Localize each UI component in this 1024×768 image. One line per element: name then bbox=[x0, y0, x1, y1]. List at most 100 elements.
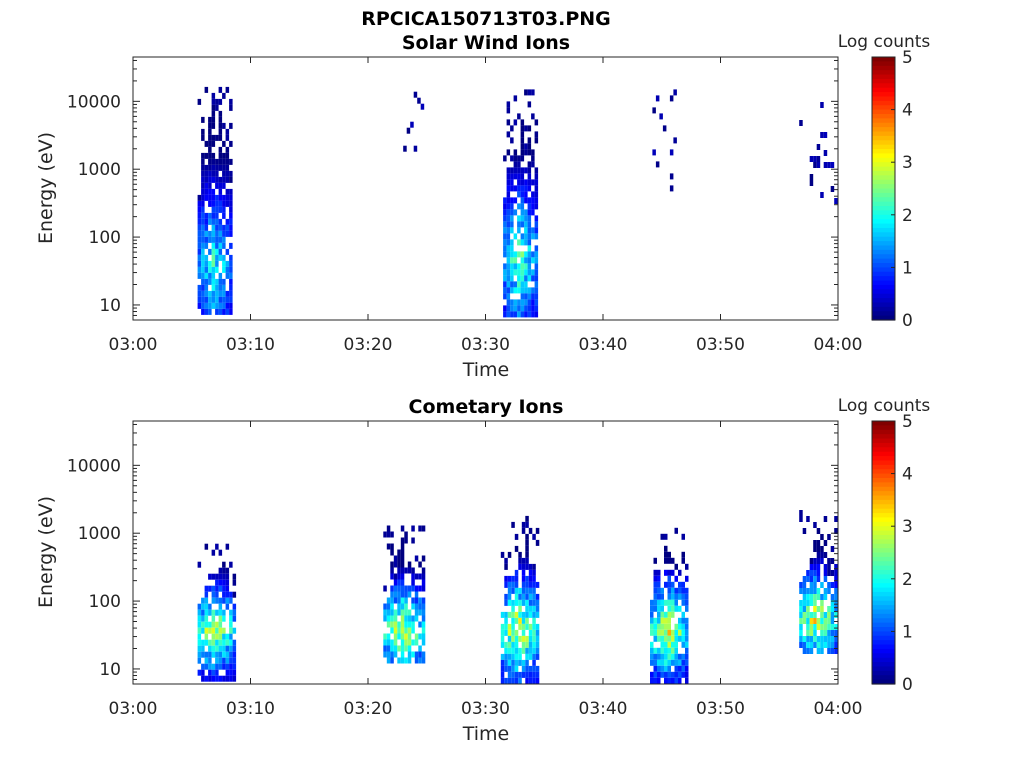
colorbar-segment bbox=[872, 127, 895, 133]
heatmap-cell bbox=[229, 260, 233, 267]
heatmap-cell bbox=[830, 618, 835, 624]
heatmap-cell bbox=[830, 570, 835, 576]
heatmap-cell bbox=[664, 659, 668, 666]
heatmap-cell bbox=[681, 641, 685, 648]
heatmap-cell bbox=[657, 587, 661, 594]
colorbar-segment bbox=[872, 83, 895, 89]
heatmap-cell bbox=[534, 179, 539, 186]
heatmap-cell bbox=[222, 639, 226, 646]
heatmap-cell bbox=[197, 645, 202, 652]
heatmap-cell bbox=[222, 164, 226, 171]
colorbar-segment bbox=[872, 421, 895, 426]
heatmap-cell bbox=[521, 569, 526, 576]
heatmap-cell bbox=[518, 677, 522, 684]
heatmap-cell bbox=[201, 675, 205, 682]
heatmap-cell bbox=[534, 167, 539, 174]
heatmap-cell bbox=[197, 218, 202, 225]
heatmap-cell bbox=[232, 645, 237, 652]
colorbar-segment bbox=[872, 657, 895, 663]
heatmap-cell bbox=[211, 176, 216, 183]
heatmap-cell bbox=[400, 549, 405, 556]
heatmap-cell bbox=[806, 624, 810, 630]
heatmap-cell bbox=[653, 635, 657, 642]
heatmap-cell bbox=[664, 677, 668, 684]
heatmap-cell bbox=[534, 281, 539, 288]
heatmap-cell bbox=[513, 161, 518, 168]
heatmap-cell bbox=[411, 597, 415, 604]
heatmap-cell bbox=[653, 623, 657, 630]
heatmap-cell bbox=[506, 305, 511, 312]
heatmap-cell bbox=[414, 609, 419, 616]
heatmap-cell bbox=[225, 645, 230, 652]
heatmap-cell bbox=[671, 557, 675, 564]
heatmap-cell bbox=[532, 605, 536, 612]
heatmap-cell bbox=[659, 113, 663, 120]
heatmap-cell bbox=[400, 537, 405, 544]
heatmap-cell bbox=[517, 311, 521, 318]
heatmap-cell bbox=[517, 239, 521, 246]
heatmap-cell bbox=[390, 603, 394, 610]
heatmap-cell bbox=[525, 539, 529, 546]
heatmap-cell bbox=[407, 615, 412, 622]
heatmap-cell bbox=[215, 633, 219, 640]
heatmap-cell bbox=[513, 173, 518, 180]
heatmap-cell bbox=[507, 587, 512, 594]
heatmap-cell bbox=[681, 629, 685, 636]
heatmap-cell bbox=[514, 569, 519, 576]
heatmap-cell bbox=[830, 642, 835, 648]
heatmap-cell bbox=[390, 597, 394, 604]
heatmap-cell bbox=[513, 269, 518, 276]
heatmap-cell bbox=[504, 659, 508, 666]
heatmap-cell bbox=[820, 534, 824, 540]
heatmap-cell bbox=[834, 648, 838, 654]
heatmap-cell bbox=[421, 639, 426, 646]
heatmap-cell bbox=[411, 639, 415, 646]
heatmap-cell bbox=[211, 260, 216, 267]
heatmap-cell bbox=[510, 167, 514, 174]
heatmap-cell bbox=[229, 212, 233, 219]
heatmap-cell bbox=[669, 173, 674, 180]
colorbar-segment bbox=[872, 170, 895, 176]
heatmap-cell bbox=[820, 600, 824, 606]
heatmap-cell bbox=[834, 570, 838, 576]
heatmap-cell bbox=[834, 624, 838, 630]
heatmap-cell bbox=[500, 671, 505, 678]
heatmap-cell bbox=[201, 615, 205, 622]
heatmap-cell bbox=[229, 627, 233, 634]
heatmap-cell bbox=[685, 653, 689, 660]
heatmap-cell bbox=[222, 296, 226, 303]
heatmap-cell bbox=[503, 227, 507, 234]
heatmap-cell bbox=[400, 555, 405, 562]
heatmap-cell bbox=[816, 624, 821, 630]
heatmap-cell bbox=[421, 615, 426, 622]
heatmap-cell bbox=[383, 603, 387, 610]
heatmap-cell bbox=[208, 248, 212, 255]
heatmap-cell bbox=[421, 597, 426, 604]
heatmap-cell bbox=[204, 188, 209, 195]
colorbar-segment bbox=[872, 214, 895, 220]
heatmap-cell bbox=[527, 287, 532, 294]
colorbar-segment bbox=[872, 613, 895, 619]
heatmap-cell bbox=[411, 579, 415, 586]
heatmap-cell bbox=[197, 290, 202, 297]
heatmap-cell bbox=[225, 308, 230, 315]
colorbar-segment bbox=[872, 249, 895, 255]
heatmap-cell bbox=[215, 609, 219, 616]
heatmap-cell bbox=[525, 551, 529, 558]
heatmap-cell bbox=[222, 657, 226, 664]
heatmap-cell bbox=[503, 269, 507, 276]
heatmap-cell bbox=[532, 611, 536, 618]
colorbar-segment bbox=[872, 61, 895, 67]
heatmap-cell bbox=[535, 671, 540, 678]
heatmap-cell bbox=[527, 239, 532, 246]
heatmap-cell bbox=[830, 558, 835, 564]
heatmap-cell bbox=[534, 215, 539, 222]
heatmap-cell bbox=[820, 192, 824, 198]
heatmap-cell bbox=[204, 164, 209, 171]
heatmap-cell bbox=[674, 623, 678, 630]
heatmap-cell bbox=[513, 257, 518, 264]
heatmap-cell bbox=[657, 575, 661, 582]
heatmap-cell bbox=[827, 618, 831, 624]
heatmap-cell bbox=[685, 671, 689, 678]
heatmap-cell bbox=[653, 665, 657, 672]
